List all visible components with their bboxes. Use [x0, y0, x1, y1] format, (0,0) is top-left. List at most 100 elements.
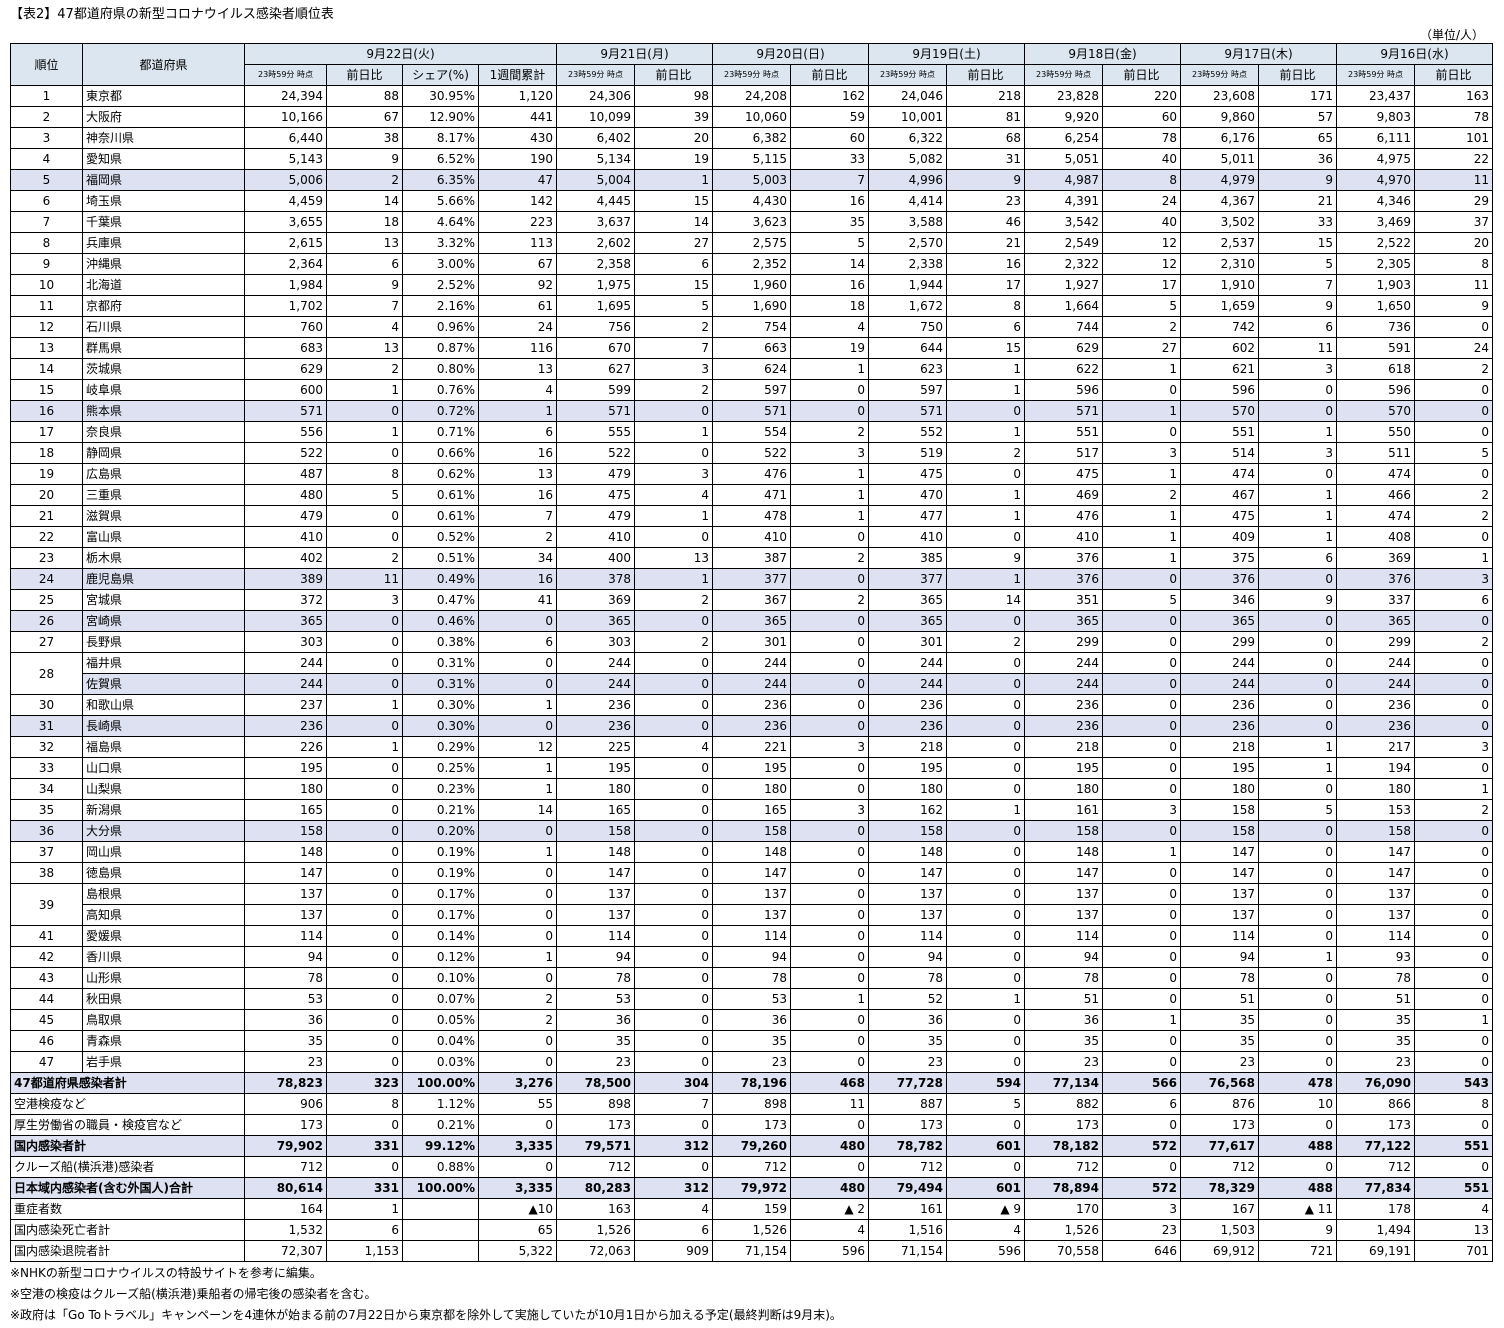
- value-cell: 1,903: [1336, 274, 1415, 296]
- value-cell: 162: [790, 85, 869, 107]
- value-cell: 0: [478, 904, 557, 926]
- value-cell: 466: [1336, 484, 1415, 506]
- value-cell: 0: [1102, 1030, 1181, 1052]
- table-row: 23 栃木県 402 2 0.51% 34 400 13 387 2 385 9 376 1 375 6 369…: [10, 547, 1493, 569]
- rank-cell: 1: [10, 85, 83, 107]
- value-cell: 0.30%: [402, 694, 479, 716]
- value-cell: 1,944: [868, 274, 947, 296]
- summary-label: クルーズ船(横浜港)感染者: [10, 1156, 245, 1178]
- value-cell: 556: [244, 421, 327, 443]
- prefecture-cell: 熊本県: [82, 400, 245, 422]
- value-cell: 4,975: [1336, 148, 1415, 170]
- value-cell: 409: [1180, 526, 1259, 548]
- value-cell: 77,728: [868, 1072, 947, 1094]
- value-cell: 389: [244, 568, 327, 590]
- prefecture-cell: 岡山県: [82, 841, 245, 863]
- prefecture-cell: 富山県: [82, 526, 245, 548]
- value-cell: 13: [326, 232, 403, 254]
- value-cell: 218: [1024, 736, 1103, 758]
- value-cell: 67: [478, 253, 557, 275]
- value-cell: 2,305: [1336, 253, 1415, 275]
- value-cell: 601: [946, 1177, 1025, 1199]
- value-cell: 1: [326, 736, 403, 758]
- value-cell: 0: [634, 778, 713, 800]
- value-cell: 0: [326, 1009, 403, 1031]
- value-cell: 180: [244, 778, 327, 800]
- value-cell: 596: [1024, 379, 1103, 401]
- value-cell: 20: [634, 127, 713, 149]
- footnote: ※政府は「Go Toトラベル」キャンペーンを4連休が始まる前の7月22日から東京…: [10, 1308, 842, 1322]
- value-cell: 0: [790, 568, 869, 590]
- value-cell: 3: [634, 358, 713, 380]
- value-cell: 0: [946, 778, 1025, 800]
- value-cell: 0: [790, 694, 869, 716]
- rank-cell: 24: [10, 568, 83, 590]
- value-cell: 1: [1258, 505, 1337, 527]
- value-cell: 0: [790, 610, 869, 632]
- value-cell: 2: [946, 631, 1025, 653]
- value-cell: 0: [790, 1156, 869, 1178]
- value-cell: 0.30%: [402, 715, 479, 737]
- value-cell: 0: [790, 904, 869, 926]
- value-cell: 16: [790, 190, 869, 212]
- value-cell: 53: [712, 988, 791, 1010]
- value-cell: 1,659: [1180, 295, 1259, 317]
- value-cell: 0: [1414, 379, 1493, 401]
- rank-cell: 25: [10, 589, 83, 611]
- rank-cell: 39: [10, 883, 83, 926]
- value-cell: 24: [1102, 190, 1181, 212]
- summary-label: 国内感染者計: [10, 1135, 245, 1157]
- value-cell: 621: [1180, 358, 1259, 380]
- value-cell: 244: [556, 673, 635, 695]
- value-cell: 36: [556, 1009, 635, 1031]
- prefecture-cell: 滋賀県: [82, 505, 245, 527]
- value-cell: 35: [868, 1030, 947, 1052]
- value-cell: 137: [868, 883, 947, 905]
- value-cell: 3: [1102, 1198, 1181, 1220]
- value-cell: 0.21%: [402, 1114, 479, 1136]
- value-cell: 0.61%: [402, 505, 479, 527]
- value-cell: 478: [1258, 1072, 1337, 1094]
- value-cell: 0.04%: [402, 1030, 479, 1052]
- value-cell: 78: [1180, 967, 1259, 989]
- table-row: 45 鳥取県 36 0 0.05% 2 36 0 36 0 36 0 36 1 35 0 35 1: [10, 1009, 1493, 1031]
- time-header: 23時59分 時点: [1180, 64, 1259, 86]
- value-cell: 0: [1102, 946, 1181, 968]
- value-cell: 480: [790, 1135, 869, 1157]
- value-cell: 11: [1414, 274, 1493, 296]
- value-cell: 1: [634, 568, 713, 590]
- rank-cell: 22: [10, 526, 83, 548]
- value-cell: 158: [868, 820, 947, 842]
- value-cell: 1: [946, 568, 1025, 590]
- value-cell: 1,672: [868, 295, 947, 317]
- value-cell: 683: [244, 337, 327, 359]
- value-cell: 0.52%: [402, 526, 479, 548]
- value-cell: 9: [326, 148, 403, 170]
- value-cell: 1: [790, 484, 869, 506]
- prefecture-cell: 島根県: [82, 883, 245, 905]
- value-cell: 0: [790, 631, 869, 653]
- value-cell: 16: [946, 253, 1025, 275]
- value-cell: 570: [1336, 400, 1415, 422]
- value-cell: 591: [1336, 337, 1415, 359]
- value-cell: 147: [868, 862, 947, 884]
- value-cell: 100.00%: [402, 1177, 479, 1199]
- value-cell: 0.88%: [402, 1156, 479, 1178]
- value-cell: 236: [1336, 694, 1415, 716]
- value-cell: 223: [478, 211, 557, 233]
- value-cell: 4,391: [1024, 190, 1103, 212]
- diff-header: 前日比: [1414, 64, 1493, 86]
- value-cell: 3: [1414, 736, 1493, 758]
- value-cell: 55: [478, 1093, 557, 1115]
- value-cell: 3: [790, 799, 869, 821]
- value-cell: 8: [1414, 1093, 1493, 1115]
- table-row: 9 沖縄県 2,364 6 3.00% 67 2,358 6 2,352 14 2,338 16 2,3…: [10, 253, 1493, 275]
- value-cell: 0.17%: [402, 883, 479, 905]
- table-row: 47 岩手県 23 0 0.03% 0 23 0 23 0 23 0 23 0 23 0 23 0: [10, 1051, 1493, 1073]
- value-cell: 180: [1180, 778, 1259, 800]
- value-cell: 0: [478, 925, 557, 947]
- value-cell: 0: [946, 715, 1025, 737]
- value-cell: 479: [556, 505, 635, 527]
- value-cell: 670: [556, 337, 635, 359]
- value-cell: 1: [478, 400, 557, 422]
